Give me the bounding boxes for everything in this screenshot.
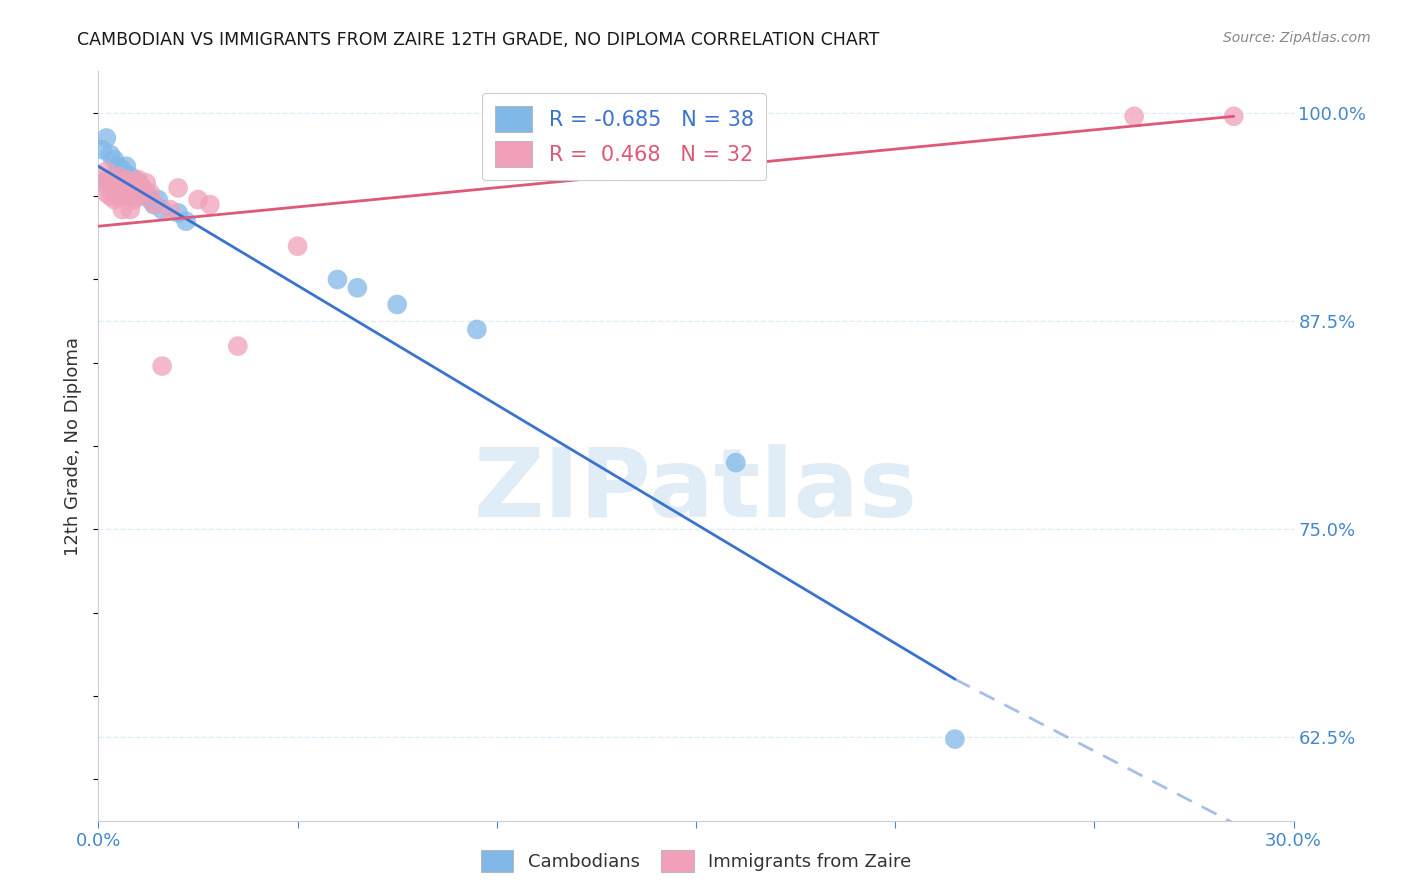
Point bbox=[98, 176, 122, 190]
Point bbox=[159, 202, 181, 217]
Point bbox=[107, 159, 129, 173]
Point bbox=[98, 172, 122, 186]
Point bbox=[107, 189, 129, 203]
Point bbox=[115, 186, 138, 200]
Point bbox=[127, 172, 149, 186]
Point bbox=[96, 131, 118, 145]
Point bbox=[143, 197, 166, 211]
Point bbox=[724, 456, 747, 470]
Point bbox=[115, 186, 138, 200]
Point bbox=[226, 339, 249, 353]
Point bbox=[127, 176, 149, 190]
Point bbox=[131, 181, 153, 195]
Point bbox=[103, 153, 125, 167]
Point bbox=[150, 202, 173, 217]
Point bbox=[103, 169, 125, 184]
Point bbox=[91, 143, 114, 157]
Point bbox=[198, 197, 221, 211]
Point bbox=[135, 186, 157, 200]
Point bbox=[148, 193, 170, 207]
Point bbox=[287, 239, 309, 253]
Point bbox=[103, 193, 125, 207]
Point bbox=[167, 206, 190, 220]
Point bbox=[120, 189, 142, 203]
Point bbox=[127, 189, 149, 203]
Point bbox=[124, 172, 146, 186]
Y-axis label: 12th Grade, No Diploma: 12th Grade, No Diploma bbox=[65, 336, 83, 556]
Point bbox=[124, 186, 146, 200]
Point bbox=[98, 147, 122, 161]
Legend: Cambodians, Immigrants from Zaire: Cambodians, Immigrants from Zaire bbox=[474, 843, 918, 879]
Point bbox=[98, 189, 122, 203]
Point bbox=[174, 214, 197, 228]
Point bbox=[139, 193, 162, 207]
Point bbox=[91, 176, 114, 190]
Point bbox=[120, 181, 142, 195]
Point bbox=[115, 179, 138, 194]
Text: CAMBODIAN VS IMMIGRANTS FROM ZAIRE 12TH GRADE, NO DIPLOMA CORRELATION CHART: CAMBODIAN VS IMMIGRANTS FROM ZAIRE 12TH … bbox=[77, 31, 880, 49]
Point bbox=[96, 164, 118, 178]
Point bbox=[131, 181, 153, 195]
Point bbox=[120, 202, 142, 217]
Point bbox=[107, 181, 129, 195]
Point bbox=[111, 186, 134, 200]
Point bbox=[115, 172, 138, 186]
Point bbox=[167, 181, 190, 195]
Point bbox=[187, 193, 209, 207]
Point bbox=[103, 176, 125, 190]
Point bbox=[139, 186, 162, 200]
Point bbox=[385, 297, 409, 311]
Point bbox=[111, 176, 134, 190]
Text: Source: ZipAtlas.com: Source: ZipAtlas.com bbox=[1223, 31, 1371, 45]
Point bbox=[143, 197, 166, 211]
Text: ZIPatlas: ZIPatlas bbox=[474, 444, 918, 538]
Point bbox=[346, 281, 368, 295]
Point bbox=[115, 172, 138, 186]
Point bbox=[107, 172, 129, 186]
Point bbox=[120, 181, 142, 195]
Point bbox=[124, 193, 146, 207]
Point bbox=[326, 272, 349, 286]
Point bbox=[1223, 109, 1246, 123]
Point bbox=[107, 169, 129, 184]
Point bbox=[120, 169, 142, 184]
Point bbox=[943, 732, 966, 747]
Point bbox=[111, 202, 134, 217]
Point bbox=[465, 322, 488, 336]
Point bbox=[111, 176, 134, 190]
Point bbox=[150, 359, 173, 373]
Point bbox=[111, 162, 134, 177]
Point bbox=[127, 189, 149, 203]
Point bbox=[135, 176, 157, 190]
Point bbox=[115, 159, 138, 173]
Point bbox=[96, 186, 118, 200]
Point bbox=[124, 176, 146, 190]
Point bbox=[1123, 109, 1146, 123]
Point bbox=[96, 172, 118, 186]
